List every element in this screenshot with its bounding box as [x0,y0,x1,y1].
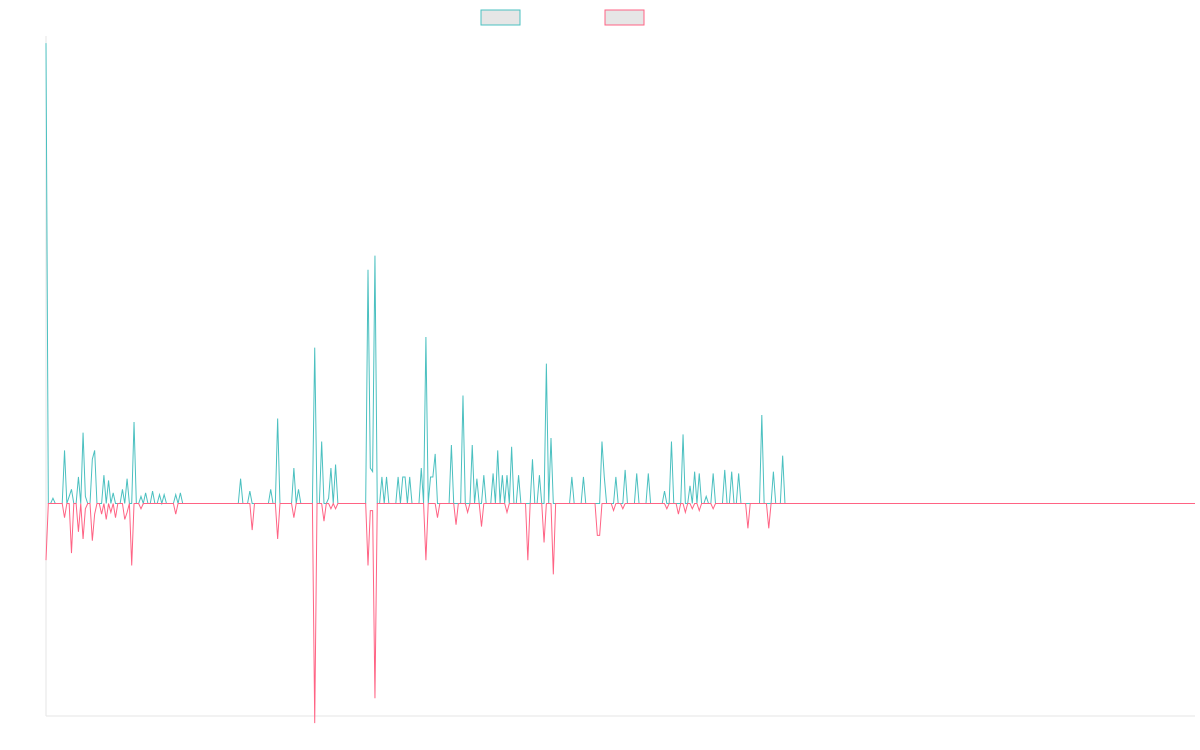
legend[interactable] [480,9,645,26]
series-line-2 [45,502,1195,724]
series-line-1 [45,43,1195,506]
legend-swatch-1[interactable] [480,9,521,26]
series-layer [45,43,1195,724]
legend-swatch-2[interactable] [604,9,645,26]
